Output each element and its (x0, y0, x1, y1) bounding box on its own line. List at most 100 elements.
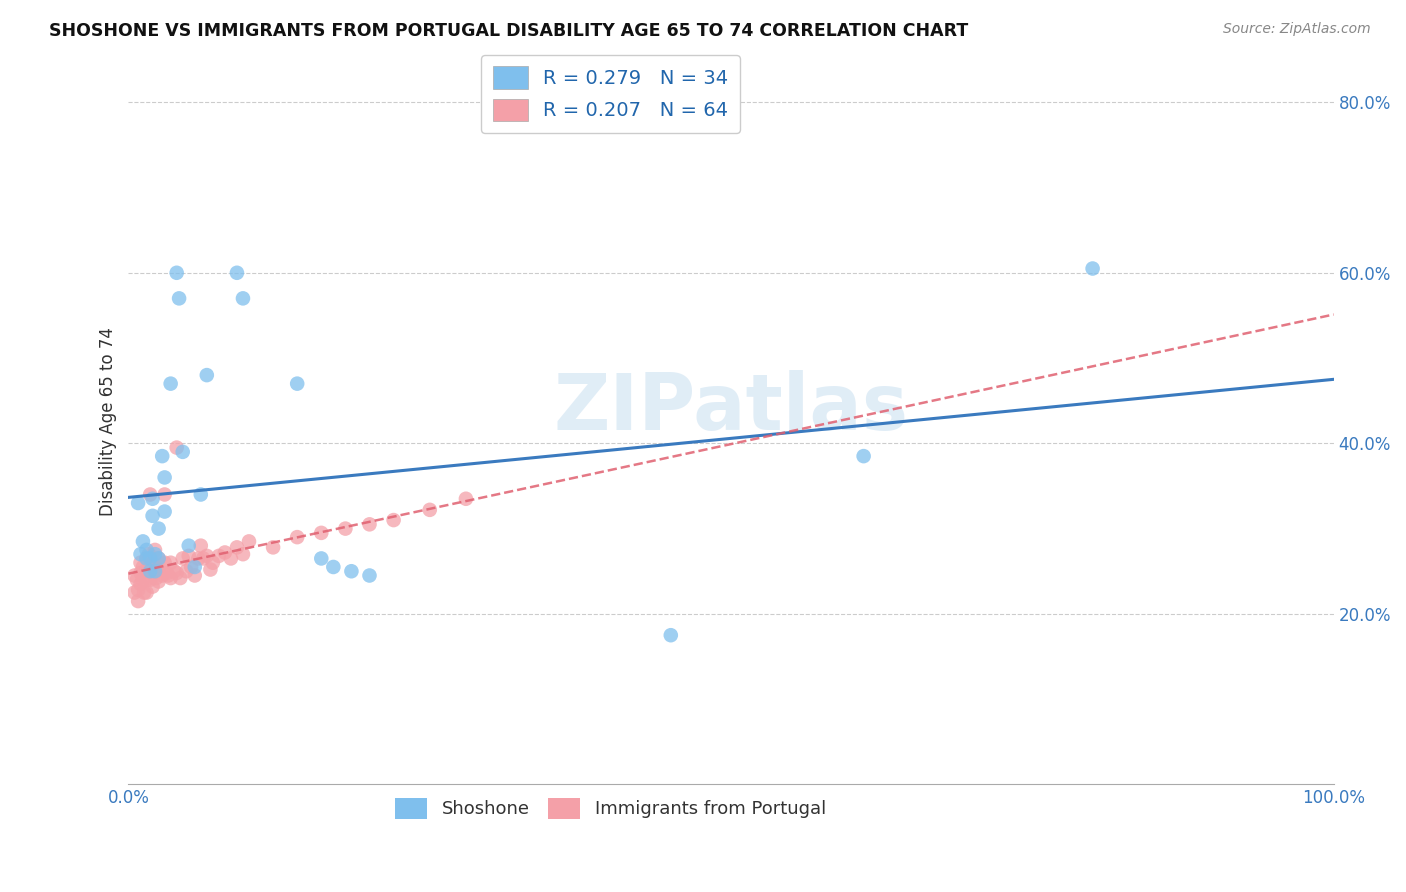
Point (153, 487, 176, 501)
Point (142, 556, 165, 570)
Point (359, 568, 381, 582)
Point (135, 573, 157, 587)
Point (143, 543, 166, 558)
Point (139, 487, 162, 501)
Point (167, 291, 190, 305)
Point (138, 547, 160, 561)
Y-axis label: Disability Age 65 to 74: Disability Age 65 to 74 (100, 327, 117, 516)
Point (142, 580, 165, 594)
Point (148, 522, 170, 536)
Point (153, 470, 176, 484)
Point (156, 566, 179, 580)
Point (139, 560, 162, 574)
Legend: Shoshone, Immigrants from Portugal: Shoshone, Immigrants from Portugal (388, 791, 834, 826)
Point (135, 543, 157, 558)
Point (142, 508, 165, 523)
Point (172, 445, 194, 459)
Point (132, 573, 155, 587)
Point (419, 503, 441, 517)
Point (143, 547, 166, 561)
Point (238, 534, 260, 549)
Point (184, 560, 207, 574)
Point (195, 368, 218, 383)
Point (177, 549, 200, 563)
Point (143, 564, 166, 578)
Point (150, 568, 173, 582)
Point (163, 564, 186, 578)
Point (132, 534, 155, 549)
Point (322, 560, 344, 574)
Point (195, 549, 218, 563)
Point (135, 562, 157, 576)
Point (659, 628, 682, 642)
Point (142, 491, 165, 506)
Point (285, 530, 308, 544)
Point (226, 541, 249, 555)
Point (134, 585, 156, 599)
Point (190, 539, 212, 553)
Point (1081, 261, 1104, 276)
Point (852, 449, 875, 463)
Point (184, 568, 207, 582)
Point (166, 566, 188, 580)
Point (201, 556, 224, 570)
Point (148, 574, 170, 589)
Point (125, 573, 148, 587)
Point (335, 522, 357, 536)
Point (142, 566, 165, 580)
Point (135, 585, 157, 599)
Point (148, 551, 170, 566)
Point (262, 541, 284, 555)
Text: Source: ZipAtlas.com: Source: ZipAtlas.com (1223, 22, 1371, 37)
Point (124, 585, 146, 599)
Point (177, 539, 200, 553)
Point (139, 573, 162, 587)
Point (150, 449, 173, 463)
Point (139, 551, 162, 566)
Point (153, 504, 176, 518)
Point (166, 266, 188, 280)
Point (172, 551, 194, 566)
Point (208, 549, 231, 563)
Point (127, 594, 149, 608)
Point (311, 525, 333, 540)
Point (285, 376, 308, 391)
Text: SHOSHONE VS IMMIGRANTS FROM PORTUGAL DISABILITY AGE 65 TO 74 CORRELATION CHART: SHOSHONE VS IMMIGRANTS FROM PORTUGAL DIS… (49, 22, 969, 40)
Point (124, 568, 146, 582)
Point (159, 571, 181, 585)
Point (382, 513, 405, 527)
Point (232, 291, 254, 305)
Point (169, 571, 191, 585)
Text: ZIPatlas: ZIPatlas (554, 369, 908, 445)
Point (145, 571, 167, 585)
Point (359, 517, 381, 532)
Point (129, 547, 152, 561)
Point (135, 551, 157, 566)
Point (219, 551, 242, 566)
Point (340, 564, 363, 578)
Point (157, 568, 180, 582)
Point (232, 547, 254, 561)
Point (135, 551, 157, 566)
Point (180, 560, 202, 574)
Point (311, 551, 333, 566)
Point (127, 582, 149, 597)
Point (132, 560, 155, 574)
Point (148, 562, 170, 576)
Point (127, 496, 149, 510)
Point (148, 551, 170, 566)
Point (166, 441, 188, 455)
Point (193, 551, 215, 566)
Point (143, 560, 166, 574)
Point (226, 266, 249, 280)
Point (190, 487, 212, 501)
Point (176, 564, 198, 578)
Point (139, 564, 162, 578)
Point (129, 556, 152, 570)
Point (159, 376, 181, 391)
Point (153, 556, 176, 570)
Point (129, 566, 152, 580)
Point (129, 577, 152, 591)
Point (159, 556, 181, 570)
Point (454, 491, 477, 506)
